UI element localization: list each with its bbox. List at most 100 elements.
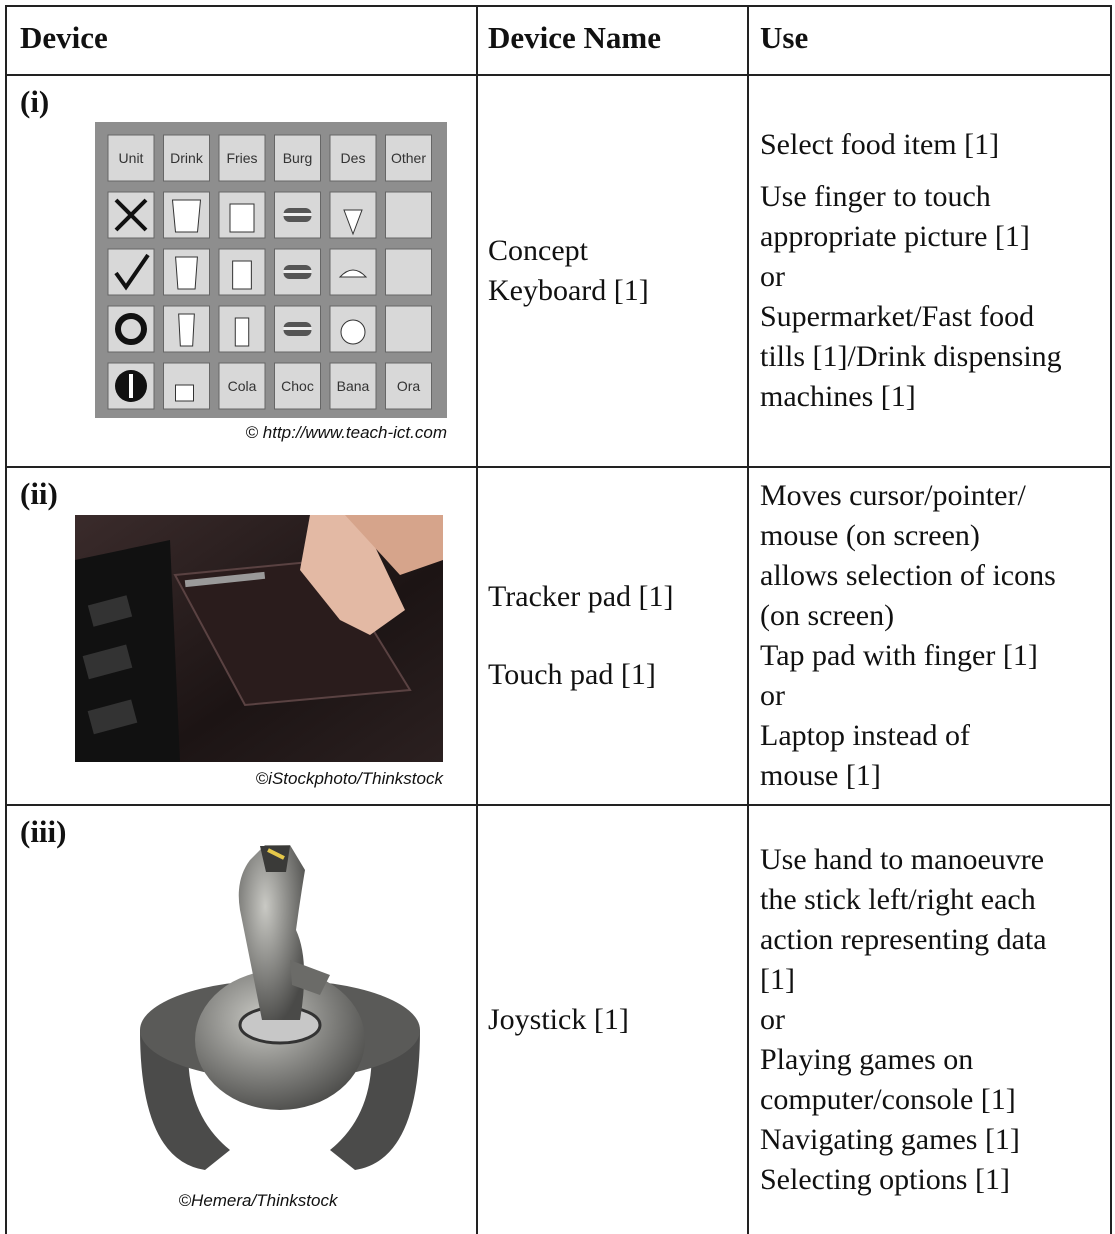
key-icon — [114, 253, 150, 291]
paragraph: Use hand to manoeuvre the stick left/righ… — [760, 840, 1110, 1200]
key-icon — [283, 327, 312, 330]
key-icon — [114, 198, 148, 232]
column-header: Device Name — [488, 20, 661, 55]
text-line: Laptop instead of — [760, 719, 970, 752]
text-line: Joystick [1] — [488, 1003, 629, 1036]
text-line: Touch pad [1] — [488, 658, 656, 691]
device-use: Select food item [1] Use finger to touch a… — [760, 76, 1110, 466]
row-label: (iii) — [20, 814, 67, 849]
text-line: Tap pad with finger [1] — [760, 639, 1038, 672]
column-border — [747, 5, 749, 1234]
key-icon — [229, 203, 255, 233]
key-icon — [338, 269, 368, 278]
key-icon — [171, 199, 202, 233]
key — [107, 305, 155, 353]
key — [385, 362, 432, 410]
key-label: Des — [341, 150, 366, 166]
row-border — [5, 466, 1112, 468]
text-line: Use finger to touch — [760, 180, 991, 213]
text-line: action representing data — [760, 923, 1047, 956]
text-line: Playing games on — [760, 1043, 974, 1076]
key-icon — [175, 256, 198, 290]
text-line: [1] — [760, 963, 795, 996]
key-icon — [234, 317, 250, 347]
key-label: Cola — [228, 378, 257, 394]
device-name: Joystick [1] — [488, 806, 738, 1234]
text-line: allows selection of icons — [760, 559, 1056, 592]
image-credit: © http://www.teach-ict.com — [246, 423, 447, 442]
table-border — [5, 5, 7, 1234]
key — [385, 191, 432, 239]
concept-keyboard: Unit Drink Fries Burg Des Other Cola Choc Bana Or… — [95, 122, 447, 418]
image-credit: ©iStockphoto/Thinkstock — [256, 769, 445, 788]
column-border — [476, 5, 478, 1234]
table-border — [1110, 5, 1112, 1234]
paragraph: Concept Keyboard [1] — [488, 231, 738, 311]
device-use: Use hand to manoeuvre the stick left/righ… — [760, 806, 1110, 1234]
text-line: or — [760, 1003, 785, 1036]
paragraph: Select food item [1] — [760, 125, 1110, 165]
text-line: or — [760, 679, 785, 712]
paragraph: Moves cursor/pointer/mouse (on screen) al… — [760, 476, 1110, 796]
key — [107, 134, 155, 182]
key-icon — [115, 313, 147, 345]
key-icon — [283, 213, 312, 216]
key-icon — [175, 384, 194, 402]
key-label: Bana — [337, 378, 370, 394]
text-line: Moves cursor/pointer/ — [760, 479, 1026, 512]
text-line: Keyboard [1] — [488, 274, 649, 307]
text-line: Select food item [1] — [760, 128, 1000, 161]
key — [329, 362, 377, 410]
paragraph: Use finger to touch appropriate picture [… — [760, 177, 1110, 417]
text-line: or — [760, 260, 785, 293]
column-header: Use — [760, 20, 809, 55]
image-credit: ©Hemera/Thinkstock — [179, 1191, 339, 1210]
key-label: Drink — [170, 150, 204, 166]
device-use: Moves cursor/pointer/mouse (on screen) al… — [760, 468, 1110, 804]
key — [385, 134, 432, 182]
key-icon — [129, 374, 133, 398]
paragraph: Joystick [1] — [488, 1000, 738, 1040]
text-line: Use hand to manoeuvre — [760, 843, 1045, 876]
key — [218, 134, 266, 182]
key-icon — [283, 270, 312, 273]
device-name: Concept Keyboard [1] — [488, 76, 738, 466]
row-border — [5, 74, 1112, 76]
text-line: machines [1] — [760, 380, 916, 413]
key — [274, 362, 321, 410]
row-label: (i) — [20, 84, 50, 119]
key — [274, 134, 321, 182]
key-icon — [178, 313, 195, 347]
text-line: mouse (on screen) — [760, 519, 980, 552]
key — [385, 248, 432, 296]
trackpad-photo — [75, 515, 443, 762]
text-line: Concept — [488, 234, 588, 267]
row-label: (ii) — [20, 476, 58, 511]
text-line: appropriate picture [1] — [760, 220, 1030, 253]
text-line: the stick left/right each — [760, 883, 1036, 916]
paragraph: Touch pad [1] — [488, 655, 738, 695]
key-label: Ora — [397, 378, 421, 394]
text-line: Selecting options [1] — [760, 1163, 1010, 1196]
key-label: Burg — [283, 150, 313, 166]
text-line: Tracker pad [1] — [488, 580, 674, 613]
key-icon — [232, 260, 252, 290]
text-line: mouse [1] — [760, 759, 881, 792]
key — [163, 134, 210, 182]
text-line: tills [1]/Drink dispensing — [760, 340, 1062, 373]
paragraph: Tracker pad [1] — [488, 577, 738, 617]
device-name: Tracker pad [1] Touch pad [1] — [488, 468, 738, 804]
column-header: Device — [20, 20, 108, 55]
text-line: computer/console [1] — [760, 1083, 1016, 1116]
joystick-image — [140, 845, 420, 1170]
key — [218, 362, 266, 410]
key-icon — [340, 319, 366, 345]
key-label: Fries — [226, 150, 257, 166]
key-label: Other — [391, 150, 426, 166]
text-line: Supermarket/Fast food — [760, 300, 1035, 333]
key — [385, 305, 432, 353]
key-label: Unit — [119, 150, 144, 166]
table-border — [5, 5, 1112, 7]
